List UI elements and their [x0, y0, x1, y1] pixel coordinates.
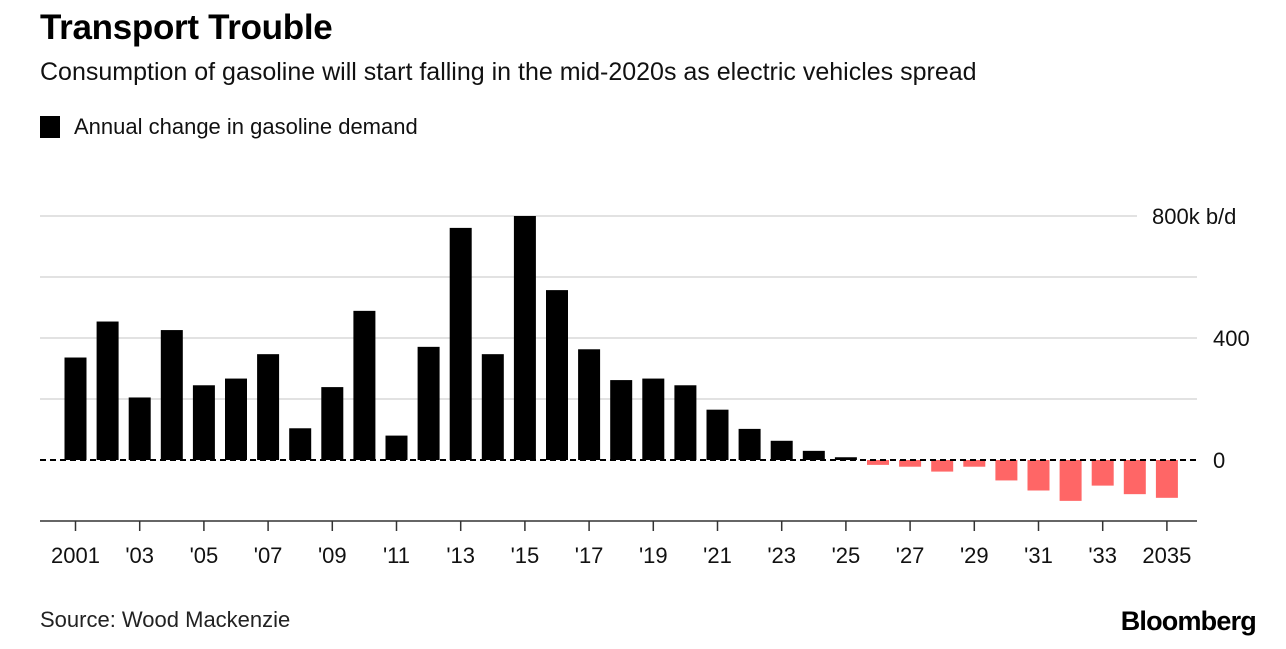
gridlines: [40, 215, 1197, 400]
y-tick-label: 400: [1213, 326, 1250, 351]
bar-2016: [546, 290, 568, 460]
chart-subtitle: Consumption of gasoline will start falli…: [40, 58, 977, 86]
bar-2005: [192, 385, 215, 460]
bar-2021: [706, 409, 729, 460]
bar-2004: [160, 330, 183, 460]
bar-2007: [257, 354, 280, 460]
bar-2027: [899, 460, 922, 467]
source-note: Source: Wood Mackenzie: [40, 607, 291, 632]
x-tick-label: '25: [832, 543, 861, 568]
x-tick-label: '27: [896, 543, 925, 568]
x-tick-label: '23: [767, 543, 796, 568]
bar-2012: [417, 346, 440, 460]
bars: [64, 216, 1178, 501]
bar-2029: [963, 460, 986, 467]
bar-2031: [1027, 460, 1050, 491]
bar-2019: [642, 378, 665, 460]
x-tick-label: '03: [125, 543, 154, 568]
x-tick-label: '09: [318, 543, 347, 568]
bar-2025: [834, 457, 857, 460]
x-axis: 2001 '03 '05 '07 '09 '11 '13 '15 '17 '19 '21 '23 '25…: [40, 520, 1197, 568]
brand-logo: Bloomberg: [1120, 606, 1257, 636]
bar-2022: [738, 428, 761, 460]
bar-2032: [1059, 460, 1082, 501]
legend-label: Annual change in gasoline demand: [74, 114, 418, 139]
bar-2035: [1155, 460, 1178, 498]
bar-2006: [225, 378, 247, 460]
bar-2002: [96, 321, 119, 460]
x-tick-label: '15: [511, 543, 540, 568]
x-tick-label: '29: [960, 543, 989, 568]
bar-2020: [674, 385, 697, 460]
bar-2011: [385, 435, 408, 460]
bar-2023: [770, 440, 793, 460]
x-tick-label: 2035: [1142, 543, 1191, 568]
x-tick-label: '11: [383, 543, 410, 568]
bar-2026: [867, 460, 889, 465]
bar-2024: [802, 450, 825, 460]
bar-2010: [353, 310, 376, 460]
y-axis: 800k b/d 400 0: [1152, 204, 1250, 473]
bar-2018: [610, 380, 633, 460]
bar-2015: [513, 216, 536, 460]
x-tick-label: '33: [1088, 543, 1117, 568]
bar-2001: [64, 357, 87, 460]
bar-2028: [931, 460, 954, 472]
bar-2030: [995, 460, 1018, 481]
legend: Annual change in gasoline demand: [40, 114, 418, 140]
x-tick-label: '19: [639, 543, 668, 568]
x-tick-label: 2001: [51, 543, 100, 568]
x-tick-label: '31: [1024, 543, 1053, 568]
bar-2017: [578, 349, 601, 460]
x-tick-label: '17: [575, 543, 604, 568]
bar-2003: [128, 397, 151, 460]
x-tick-label: '13: [446, 543, 475, 568]
bar-2033: [1091, 460, 1114, 486]
x-tick-label: '21: [703, 543, 732, 568]
y-tick-label: 800k b/d: [1152, 204, 1236, 229]
y-tick-label: 0: [1213, 448, 1225, 473]
bar-2014: [481, 354, 504, 460]
bar-2009: [321, 387, 344, 460]
chart-title: Transport Trouble: [40, 8, 333, 47]
bar-2013: [449, 227, 472, 460]
legend-swatch: [40, 116, 60, 138]
x-tick-label: '07: [254, 543, 283, 568]
bar-2034: [1123, 460, 1146, 495]
x-tick-label: '05: [190, 543, 219, 568]
bar-2008: [289, 428, 312, 460]
